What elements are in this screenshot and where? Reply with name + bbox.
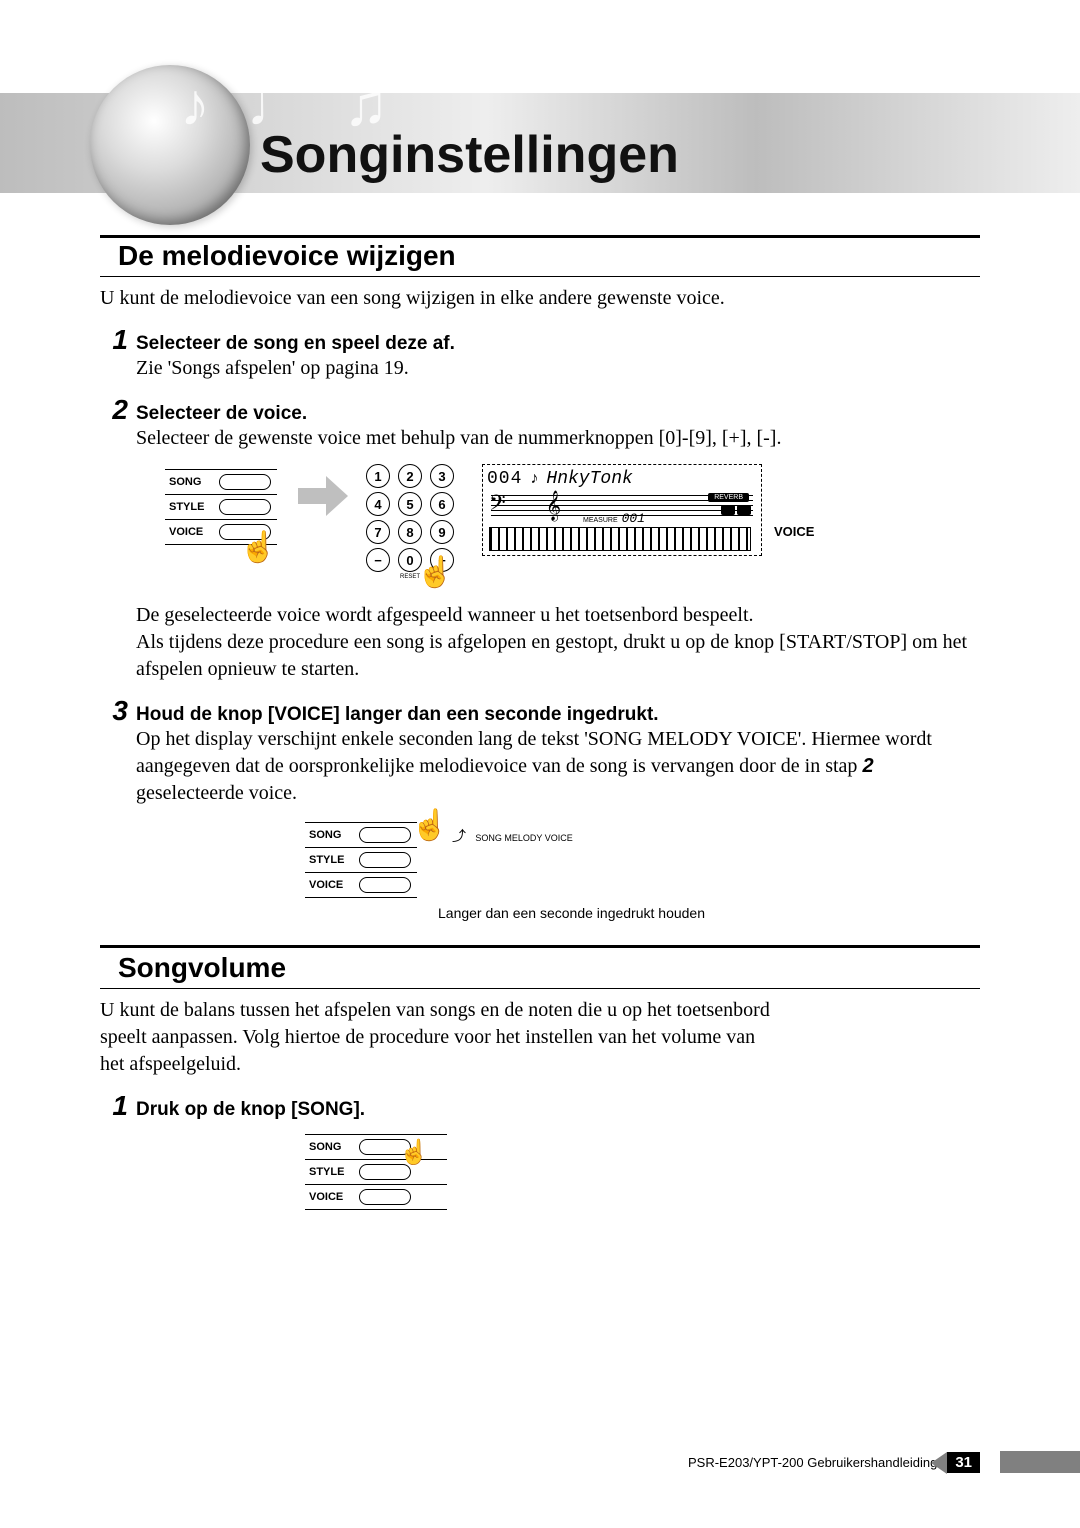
callout-arrow-icon: ⤴ — [452, 828, 466, 844]
lcd-number: 004 — [487, 469, 522, 489]
step-2-body: Selecteer de gewenste voice met behulp v… — [136, 425, 980, 452]
panel-label-style: STYLE — [305, 854, 357, 866]
key-minus[interactable]: − — [366, 548, 390, 572]
hand-cursor-icon: ☝ — [411, 811, 448, 841]
step-number: 2 — [100, 396, 128, 424]
page-title: Songinstellingen — [260, 125, 679, 185]
header-banner: ♪ ♩ ♫ Songinstellingen — [0, 75, 1080, 195]
step-3-body-post: geselecteerde voice. — [136, 782, 297, 804]
callout-note: Langer dan een seconde ingedrukt houden — [438, 905, 705, 921]
key-2[interactable]: 2 — [398, 464, 422, 488]
key-1[interactable]: 1 — [366, 464, 390, 488]
lcd-voice-name: HnkyTonk — [546, 469, 632, 489]
step-3-body-pre: Op het display verschijnt enkele seconde… — [136, 728, 932, 777]
style-button[interactable] — [359, 852, 411, 868]
voice-button[interactable] — [359, 1189, 411, 1205]
key-8[interactable]: 8 — [398, 520, 422, 544]
lr-indicator — [721, 505, 751, 515]
number-keypad: 1 2 3 4 5 6 7 8 9 − 0 + RESET ☝ — [366, 464, 454, 594]
diagram-2: SONG STYLE VOICE ☝ ⤴ SONG MELODY VOICE L… — [300, 817, 980, 921]
hand-cursor-icon: ☝ — [240, 533, 277, 563]
step-title: Druk op de knop [SONG]. — [136, 1099, 365, 1121]
step-2: 2 Selecteer de voice. — [100, 396, 980, 425]
voice-label: VOICE — [774, 524, 814, 539]
style-button[interactable] — [359, 1164, 411, 1180]
inline-step-ref: 2 — [862, 755, 873, 777]
step-3-body: Op het display verschijnt enkele seconde… — [136, 726, 980, 807]
button-panel: SONG ☝ STYLE VOICE — [300, 1129, 452, 1215]
key-3[interactable]: 3 — [430, 464, 454, 488]
step-3: 3 Houd de knop [VOICE] langer dan een se… — [100, 697, 980, 726]
song-button[interactable] — [359, 827, 411, 843]
button-panel: SONG STYLE VOICE — [300, 817, 422, 903]
panel-label-style: STYLE — [305, 1166, 357, 1178]
style-button[interactable] — [219, 499, 271, 515]
step-title: Houd de knop [VOICE] langer dan een seco… — [136, 704, 659, 726]
panel-label-style: STYLE — [165, 501, 217, 513]
panel-label-voice: VOICE — [165, 526, 217, 538]
step-number: 1 — [100, 326, 128, 354]
after-diagram-text1: De geselecteerde voice wordt afgespeeld … — [136, 602, 980, 629]
reverb-badge: REVERB — [708, 493, 749, 502]
panel-label-voice: VOICE — [305, 879, 357, 891]
panel-label-voice: VOICE — [305, 1191, 357, 1203]
section1-title: De melodievoice wijzigen — [118, 240, 980, 272]
section-divider — [100, 945, 980, 948]
section2-step-1: 1 Druk op de knop [SONG]. — [100, 1092, 980, 1121]
button-panel: SONG STYLE VOICE ☝ — [160, 464, 282, 574]
diagram-1: SONG STYLE VOICE ☝ 1 2 3 4 — [160, 464, 980, 594]
key-6[interactable]: 6 — [430, 492, 454, 516]
step-1: 1 Selecteer de song en speel deze af. — [100, 326, 980, 355]
key-7[interactable]: 7 — [366, 520, 390, 544]
step-1-body: Zie 'Songs afspelen' op pagina 19. — [136, 355, 980, 382]
panel-label-song: SONG — [305, 1141, 357, 1153]
callout-small: SONG MELODY VOICE — [475, 833, 572, 843]
lcd-display: 004 ♪ HnkyTonk 𝄢𝄞 REVERB MEASURE 001 — [482, 464, 762, 556]
measure-label-text: MEASURE — [583, 517, 618, 524]
step-number: 1 — [100, 1092, 128, 1120]
voice-button[interactable] — [359, 877, 411, 893]
page-number-badge: 31 — [947, 1452, 980, 1473]
section2-title: Songvolume — [118, 952, 980, 984]
key-9[interactable]: 9 — [430, 520, 454, 544]
key-5[interactable]: 5 — [398, 492, 422, 516]
panel-label-song: SONG — [305, 829, 357, 841]
step-title: Selecteer de voice. — [136, 403, 307, 425]
step-title: Selecteer de song en speel deze af. — [136, 333, 455, 355]
section2-intro: U kunt de balans tussen het afspelen van… — [100, 997, 780, 1078]
diagram-3: SONG ☝ STYLE VOICE — [300, 1129, 980, 1215]
step-number: 3 — [100, 697, 128, 725]
hand-cursor-icon: ☝ — [417, 558, 454, 588]
section1-intro: U kunt de melodievoice van een song wijz… — [100, 285, 980, 312]
footer-bar — [1000, 1451, 1080, 1473]
key-4[interactable]: 4 — [366, 492, 390, 516]
page: ♪ ♩ ♫ Songinstellingen De melodievoice w… — [0, 0, 1080, 1528]
keyboard-icon — [489, 527, 751, 551]
measure-number: 001 — [622, 511, 645, 526]
measure-label: MEASURE 001 — [583, 511, 645, 526]
section2-title-wrap: Songvolume — [100, 950, 980, 989]
section1-title-wrap: De melodievoice wijzigen — [100, 235, 980, 277]
manual-name: PSR-E203/YPT-200 Gebruikershandleiding — [688, 1455, 937, 1470]
song-button[interactable] — [219, 474, 271, 490]
after-diagram-text2: Als tijdens deze procedure een song is a… — [136, 629, 980, 683]
panel-label-song: SONG — [165, 476, 217, 488]
hand-cursor-icon: ☝ — [399, 1141, 429, 1165]
footer: PSR-E203/YPT-200 Gebruikershandleiding 3… — [688, 1452, 980, 1473]
